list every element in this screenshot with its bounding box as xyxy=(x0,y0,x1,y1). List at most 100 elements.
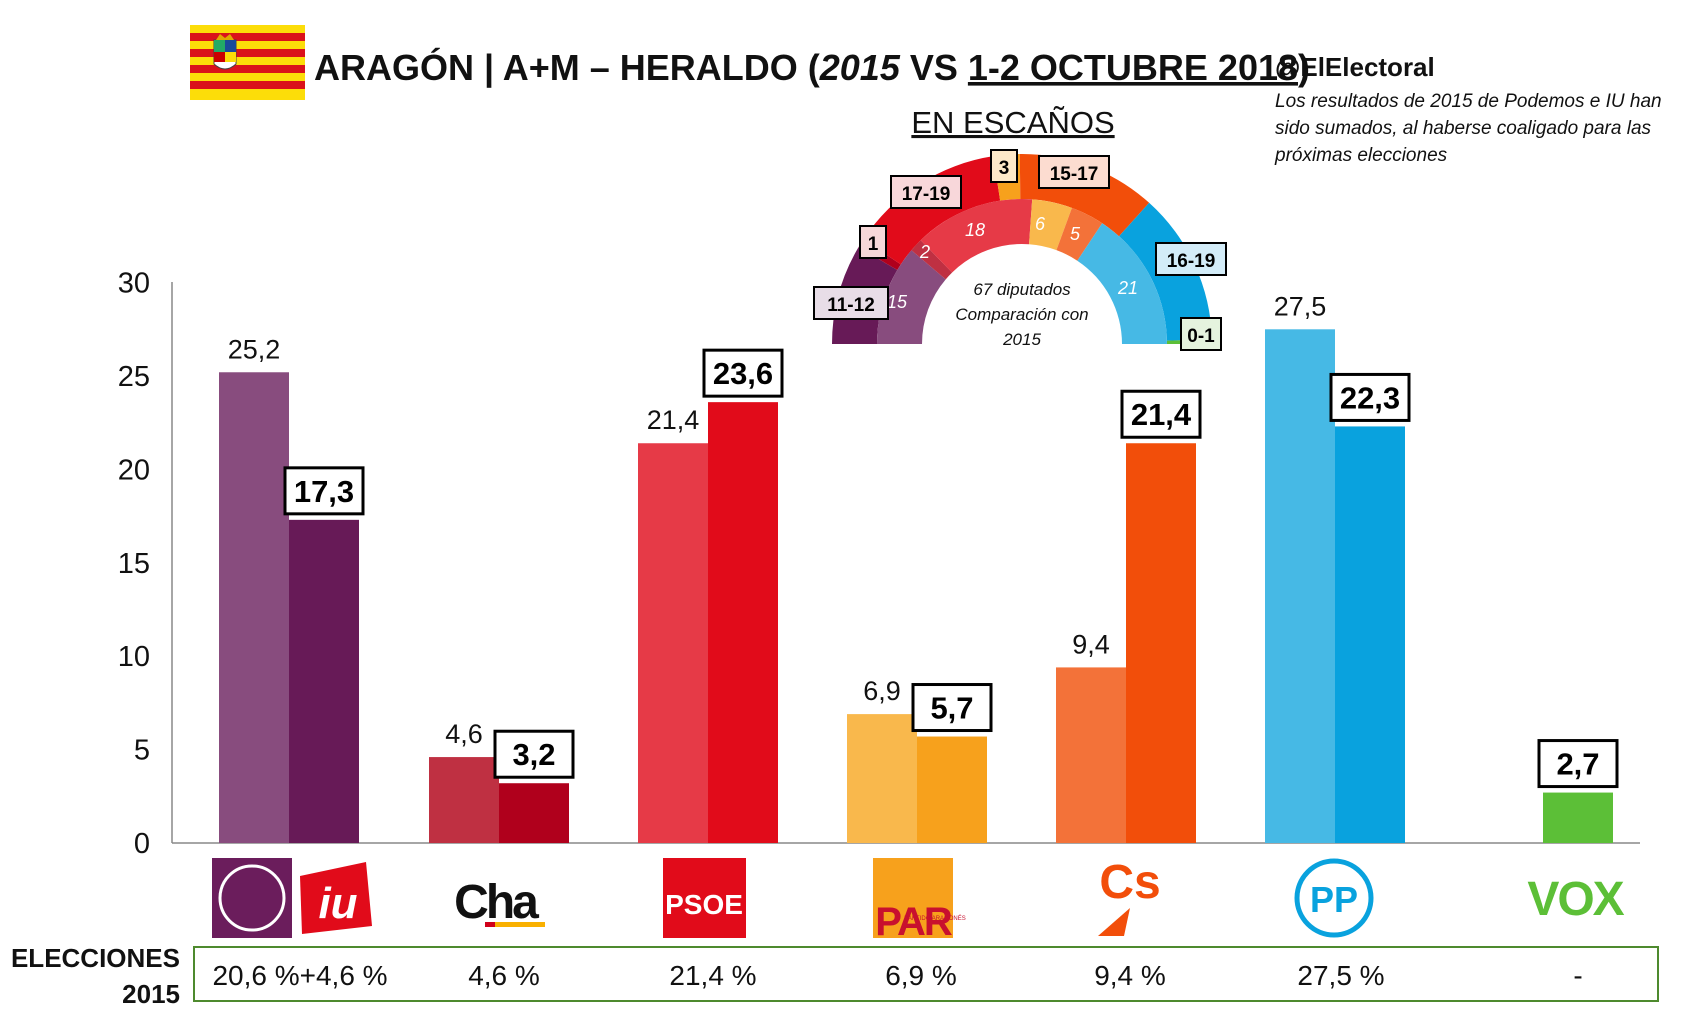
svg-text:iu: iu xyxy=(318,879,357,928)
seat-box xyxy=(813,286,889,320)
elections-label: ELECCIONES xyxy=(11,943,180,973)
result-2015: 27,5 % xyxy=(1297,960,1384,991)
seat-arc-2015 xyxy=(920,199,1033,273)
vox-logo: VOX xyxy=(1527,873,1626,926)
note-line: Los resultados de 2015 de Podemos e IU h… xyxy=(1275,91,1662,112)
handle: @ElElectoral xyxy=(1275,52,1435,82)
bar-2018 xyxy=(1543,792,1613,843)
seat-box xyxy=(1155,242,1227,276)
elections-label: 2015 xyxy=(122,979,180,1009)
bar-2015 xyxy=(429,757,499,843)
par-logo: PAR PARTIDO ARAGONÉS xyxy=(873,858,966,944)
seat-arc-2018 xyxy=(863,156,1001,265)
seat-label-2018: 1 xyxy=(868,234,879,255)
bars xyxy=(219,329,1613,843)
seat-label-2015: 2 xyxy=(919,242,930,262)
value-label-2018: 17,3 xyxy=(294,474,354,509)
seat-box xyxy=(859,225,887,259)
value-box-2018 xyxy=(1329,372,1411,422)
seat-label-2015: 5 xyxy=(1070,224,1081,244)
seat-arc-2015 xyxy=(911,240,953,280)
bar-2015 xyxy=(847,714,917,843)
value-box-2018 xyxy=(283,466,365,516)
bar-2018 xyxy=(917,736,987,843)
value-label-2015: 6,9 xyxy=(863,676,901,706)
iu-logo: iu xyxy=(300,862,372,934)
seat-box xyxy=(1038,155,1110,189)
aragon-flag xyxy=(190,25,305,100)
bar-2018 xyxy=(1126,443,1196,843)
bar-2018 xyxy=(289,519,359,843)
seat-label-2018: 11-12 xyxy=(827,295,875,316)
svg-text:Cha: Cha xyxy=(454,876,539,929)
seats-center-line: Comparación con xyxy=(955,305,1088,324)
cs-logo: Cs xyxy=(1098,856,1161,936)
value-label-2018: 2,7 xyxy=(1556,747,1599,782)
chart-title: ARAGÓN | A+M – HERALDO (2015 VS 1-2 OCTU… xyxy=(314,46,1310,89)
svg-text:Cs: Cs xyxy=(1099,856,1160,909)
svg-text:PP: PP xyxy=(1310,879,1358,920)
y-tick-label: 5 xyxy=(134,735,150,767)
value-label-2015: 25,2 xyxy=(228,334,281,364)
seat-label-2015: 18 xyxy=(965,220,985,240)
y-tick-label: 10 xyxy=(118,641,150,673)
pp-logo: PP xyxy=(1294,858,1374,938)
podemos-logo xyxy=(212,858,292,938)
value-label-2015: 21,4 xyxy=(647,405,700,435)
seat-box xyxy=(1180,317,1222,351)
seat-label-2018: 17-19 xyxy=(902,184,951,205)
bar-2015 xyxy=(1265,329,1335,843)
svg-text:PAR: PAR xyxy=(875,900,953,944)
seat-arc-2015 xyxy=(877,250,946,344)
value-box-2018 xyxy=(493,729,575,779)
seat-arc-2015 xyxy=(1029,199,1072,251)
seat-label-2015: 21 xyxy=(1117,278,1138,298)
results-2015: 20,6 %+4,6 % 4,6 % 21,4 % 6,9 % 9,4 % 27,5 % - xyxy=(212,960,1582,991)
logos: iu Cha PSOE PAR PARTIDO ARAGONÉS Cs PP V… xyxy=(212,856,1627,944)
y-tick-label: 15 xyxy=(118,548,150,580)
result-2015: 6,9 % xyxy=(885,960,957,991)
seats-center-line: 67 diputados xyxy=(973,280,1071,299)
psoe-logo: PSOE xyxy=(663,858,746,938)
value-box-2018 xyxy=(702,348,784,398)
value-label-2018: 21,4 xyxy=(1131,397,1192,432)
value-label-2018: 23,6 xyxy=(713,356,773,391)
value-box-2018 xyxy=(1537,739,1619,789)
seat-label-2018: 15-17 xyxy=(1050,164,1099,185)
bar-2015 xyxy=(638,443,708,843)
y-ticks: 0 5 10 15 20 25 30 xyxy=(118,268,150,860)
svg-text:PSOE: PSOE xyxy=(665,889,743,920)
value-label-2018: 3,2 xyxy=(512,737,555,772)
y-tick-label: 25 xyxy=(118,361,150,393)
seat-label-2018: 0-1 xyxy=(1187,326,1215,347)
value-label-2015: 4,6 xyxy=(445,719,483,749)
seats-center-line: 2015 xyxy=(1002,330,1041,349)
bar-2018 xyxy=(708,402,778,843)
cha-logo: Cha xyxy=(454,876,545,929)
value-label-2015: 9,4 xyxy=(1072,629,1110,659)
result-2015: 21,4 % xyxy=(669,960,756,991)
seat-label-2018: 16-19 xyxy=(1167,251,1216,272)
seat-arc-2015 xyxy=(1056,207,1103,261)
seat-labels: 15 2 18 6 5 21 11-12 1 17-19 3 15-17 16-19 0-1 xyxy=(813,149,1227,351)
bar-2018 xyxy=(1335,426,1405,843)
value-box-2018 xyxy=(911,683,993,733)
results-2015-box xyxy=(193,946,1659,1002)
value-label-2018: 5,7 xyxy=(930,691,973,726)
result-2015: - xyxy=(1573,960,1582,991)
value-box-2018 xyxy=(1120,389,1202,439)
bar-2015 xyxy=(1056,667,1126,843)
seat-label-2015: 6 xyxy=(1035,214,1046,234)
result-2015: 20,6 %+4,6 % xyxy=(212,960,387,991)
bar-2018 xyxy=(499,783,569,843)
seat-label-2018: 3 xyxy=(999,158,1010,179)
value-label-2015: 27,5 xyxy=(1274,291,1327,321)
note-line: próximas elecciones xyxy=(1274,145,1448,166)
note-line: sido sumados, al haberse coaligado para … xyxy=(1275,118,1652,139)
result-2015: 9,4 % xyxy=(1094,960,1166,991)
seat-arc-2015 xyxy=(1077,223,1167,344)
y-tick-label: 0 xyxy=(134,828,150,860)
seat-box xyxy=(990,149,1018,183)
value-labels: 25,2 17,3 4,6 3,2 21,4 23,6 6,9 5,7 9,4 21,4 27,5 2… xyxy=(228,291,1619,789)
